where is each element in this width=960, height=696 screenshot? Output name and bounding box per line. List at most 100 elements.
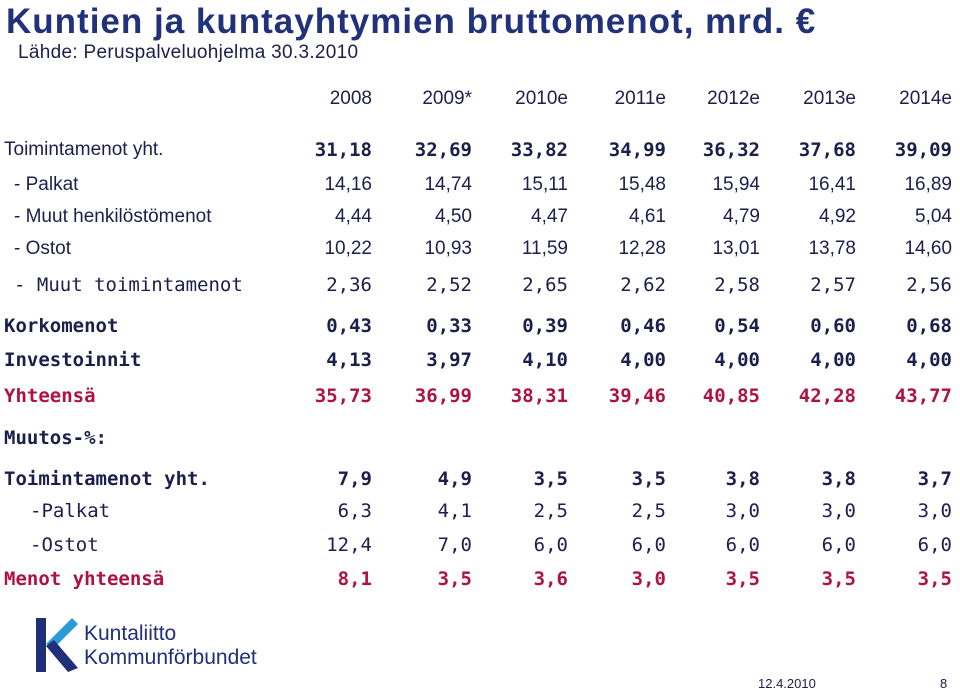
table-cell: 8,1	[337, 568, 372, 590]
table-cell: 0,33	[426, 315, 472, 337]
table-cell: 0,54	[714, 315, 760, 337]
table-cell: 6,0	[821, 534, 856, 556]
table-cell: 35,73	[314, 385, 372, 407]
table-cell: 3,8	[725, 468, 760, 490]
table-cell: 3,0	[725, 500, 760, 522]
year-header: 2014e	[899, 88, 952, 109]
change-heading: Muutos-%:	[4, 427, 107, 449]
table-cell: 14,16	[324, 174, 372, 195]
table-cell: 6,0	[725, 534, 760, 556]
table-cell: 39,09	[894, 139, 952, 161]
table-cell: 3,97	[426, 349, 472, 371]
row-label: Korkomenot	[4, 315, 119, 337]
kuntaliitto-logo: Kuntaliitto Kommunförbundet	[32, 614, 292, 676]
table-cell: 4,61	[629, 206, 666, 227]
row-label: - Ostot	[14, 238, 72, 259]
table-cell: 3,5	[437, 568, 472, 590]
row-label: -Palkat	[30, 500, 111, 522]
table-cell: 42,28	[798, 385, 856, 407]
table-cell: 7,0	[437, 534, 472, 556]
table-cell: 37,68	[798, 139, 856, 161]
row-label: Investoinnit	[4, 349, 142, 371]
table-cell: 7,9	[337, 468, 372, 490]
row-label: - Muut henkilöstömenot	[14, 206, 212, 227]
page-number: 8	[940, 676, 948, 691]
row-label: - Palkat	[14, 174, 79, 195]
table-cell: 3,5	[533, 468, 568, 490]
table-cell: 11,59	[521, 238, 568, 259]
table-cell: 38,31	[510, 385, 568, 407]
year-header: 2009*	[422, 88, 472, 109]
table-cell: 36,99	[414, 385, 472, 407]
logo-line2: Kommunförbundet	[84, 646, 257, 669]
table-cell: 2,65	[522, 274, 568, 296]
table-cell: 0,43	[326, 315, 372, 337]
table-cell: 4,79	[723, 206, 760, 227]
table-row: Investoinnit 4,13 3,97 4,10 4,00 4,00 4,…	[0, 345, 960, 375]
table-cell: 4,9	[437, 468, 472, 490]
change-row: Toimintamenot yht. 7,9 4,9 3,5 3,5 3,8 3…	[0, 464, 960, 494]
table-cell: 13,01	[712, 238, 760, 259]
table-cell: 3,0	[821, 500, 856, 522]
footer-date: 12.4.2010	[758, 676, 816, 691]
page-title: Kuntien ja kuntayhtymien bruttomenot, mr…	[6, 2, 817, 41]
row-label: - Muut toimintamenot	[14, 274, 243, 296]
table-cell: 3,0	[631, 568, 666, 590]
table-cell: 0,60	[810, 315, 856, 337]
table-row: - Muut henkilöstömenot 4,44 4,50 4,47 4,…	[0, 202, 960, 232]
table-cell: 3,5	[631, 468, 666, 490]
table-cell: 16,89	[904, 174, 952, 195]
table-cell: 4,00	[620, 349, 666, 371]
year-header: 2011e	[614, 88, 666, 109]
table-cell: 4,10	[522, 349, 568, 371]
change-row: -Ostot 12,4 7,0 6,0 6,0 6,0 6,0 6,0	[0, 530, 960, 560]
row-label: Menot yhteensä	[4, 568, 165, 590]
table-cell: 15,48	[618, 174, 666, 195]
table-cell: 10,93	[424, 238, 472, 259]
table-row: Korkomenot 0,43 0,33 0,39 0,46 0,54 0,60…	[0, 311, 960, 341]
table-cell: 2,5	[533, 500, 568, 522]
table-cell: 6,3	[337, 500, 372, 522]
table-cell: 4,50	[435, 206, 472, 227]
table-cell: 3,6	[533, 568, 568, 590]
table-cell: 4,92	[819, 206, 856, 227]
row-label: -Ostot	[30, 534, 99, 556]
table-cell: 31,18	[314, 139, 372, 161]
table-cell: 10,22	[324, 238, 372, 259]
table-cell: 3,8	[821, 468, 856, 490]
table-cell: 14,74	[424, 174, 472, 195]
table-cell: 43,77	[894, 385, 952, 407]
year-header: 2008	[329, 88, 372, 109]
table-cell: 40,85	[702, 385, 760, 407]
table-row: - Palkat 14,16 14,74 15,11 15,48 15,94 1…	[0, 170, 960, 200]
table-row-total: Yhteensä 35,73 36,99 38,31 39,46 40,85 4…	[0, 381, 960, 411]
row-label: Yhteensä	[4, 385, 96, 407]
table-cell: 4,44	[335, 206, 372, 227]
year-header: 2010e	[515, 88, 568, 109]
year-header: 2012e	[707, 88, 760, 109]
table-cell: 4,13	[326, 349, 372, 371]
source-line: Lähde: Peruspalveluohjelma 30.3.2010	[18, 42, 359, 63]
change-row-total: Menot yhteensä 8,1 3,5 3,6 3,0 3,5 3,5 3…	[0, 564, 960, 594]
year-header: 2013e	[803, 88, 856, 109]
table-row: - Muut toimintamenot 2,36 2,52 2,65 2,62…	[0, 270, 960, 300]
table-cell: 2,62	[620, 274, 666, 296]
table-cell: 2,52	[426, 274, 472, 296]
table-cell: 3,5	[821, 568, 856, 590]
table-cell: 0,46	[620, 315, 666, 337]
table-cell: 4,00	[906, 349, 952, 371]
table-cell: 2,58	[714, 274, 760, 296]
table-cell: 12,4	[326, 534, 372, 556]
table-cell: 2,36	[326, 274, 372, 296]
table-cell: 39,46	[608, 385, 666, 407]
year-header-row: 2008 2009* 2010e 2011e 2012e 2013e 2014e	[0, 84, 960, 114]
table-cell: 3,5	[725, 568, 760, 590]
row-label: Toimintamenot yht.	[4, 468, 210, 490]
table-cell: 14,60	[904, 238, 952, 259]
table-cell: 15,11	[521, 174, 568, 195]
change-row: -Palkat 6,3 4,1 2,5 2,5 3,0 3,0 3,0	[0, 496, 960, 526]
table-cell: 34,99	[608, 139, 666, 161]
table-cell: 6,0	[917, 534, 952, 556]
table-cell: 2,5	[631, 500, 666, 522]
table-cell: 2,57	[810, 274, 856, 296]
